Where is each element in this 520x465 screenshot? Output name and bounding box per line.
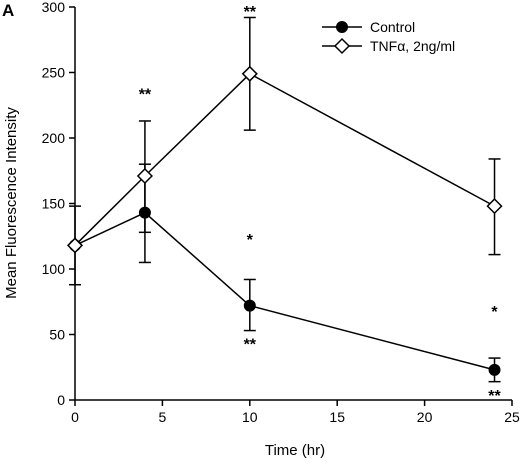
x-tick-label: 5 [159, 409, 167, 425]
data-point [66, 237, 84, 254]
x-axis-title: Time (hr) [265, 442, 325, 459]
data-point [488, 363, 501, 376]
series-line [74, 72, 495, 246]
axes [74, 7, 512, 401]
y-tick-label: 100 [42, 261, 66, 277]
data-point [243, 299, 256, 312]
significance-mark: * [491, 304, 498, 321]
legend-marker [336, 21, 348, 33]
x-tick-label: 25 [504, 409, 520, 425]
y-tick-label: 200 [42, 130, 66, 146]
significance-mark: ** [244, 4, 257, 21]
data-point [241, 65, 258, 82]
significance-mark: ** [139, 86, 152, 103]
x-tick-label: 20 [417, 409, 433, 425]
legend-marker [333, 37, 351, 55]
significance-mark: ** [488, 388, 501, 405]
panel-label: A [2, 1, 14, 20]
y-tick-label: 300 [42, 0, 66, 15]
legend: Control TNFα, 2ng/ml [322, 19, 455, 55]
legend-item: Control [322, 19, 415, 35]
x-tick-label: 0 [71, 409, 79, 425]
significance-mark: * [247, 232, 254, 249]
series-0 [69, 163, 501, 383]
x-tick-label: 10 [242, 409, 258, 425]
data-point [138, 206, 151, 219]
y-axis-title: Mean Fluorescence Intensity [3, 107, 20, 299]
y-tick-label: 150 [42, 196, 66, 212]
significance-annotations: ********** [139, 4, 502, 405]
y-tick-label: 0 [57, 392, 65, 408]
significance-mark: ** [244, 337, 257, 354]
y-tick-label: 250 [42, 65, 66, 81]
data-point [136, 167, 153, 185]
x-tick-label: 15 [329, 409, 345, 425]
y-tick-label: 50 [49, 327, 65, 343]
legend-item: TNFα, 2ng/ml [322, 37, 455, 55]
series-line [74, 211, 495, 371]
legend-label: TNFα, 2ng/ml [370, 38, 455, 54]
data-point [486, 198, 503, 215]
legend-label: Control [370, 19, 415, 35]
series-layer [66, 16, 503, 383]
